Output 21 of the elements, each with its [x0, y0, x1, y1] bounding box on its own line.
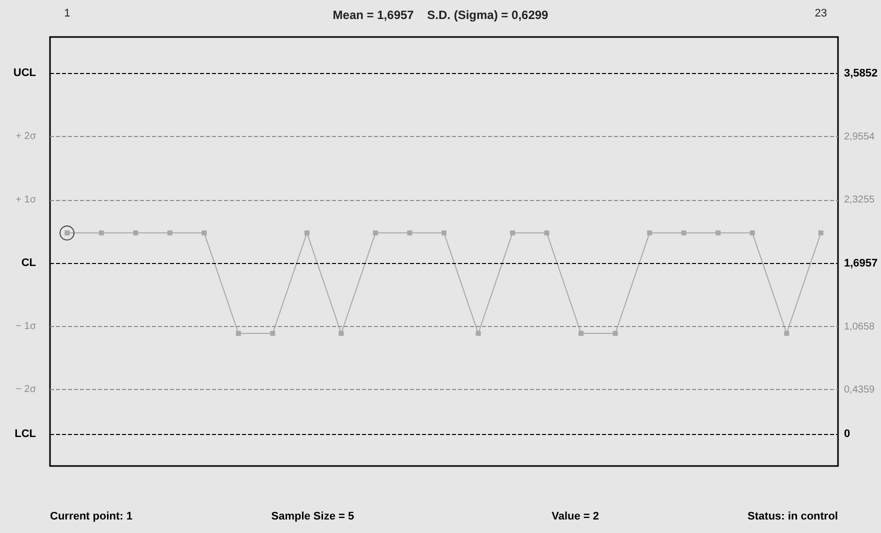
text: Current point: 1 — [50, 510, 132, 522]
y-tick-label: 0,4359 — [844, 384, 876, 396]
ref-line-label: − 1σ — [16, 320, 37, 332]
chart-title: Mean = 1,6957 S.D. (Sigma) = 0,6299 — [332, 8, 549, 22]
y-tick-label: 0 — [844, 428, 850, 440]
y-tick-label: 1,6957 — [844, 257, 878, 270]
ref-line-label: LCL — [14, 428, 36, 440]
ref-line-label: + 2σ — [16, 130, 37, 142]
ref-line-label: − 2σ — [16, 384, 37, 396]
ref-line-label: UCL — [13, 67, 36, 80]
x-tick-label: 23 — [814, 8, 827, 20]
text: Sample Size = 5 — [271, 510, 354, 522]
ref-line-label: CL — [21, 257, 36, 270]
ref-line-label: + 1σ — [16, 194, 37, 206]
y-tick-label: 1,0658 — [844, 321, 876, 332]
text: Value = 2 — [552, 510, 600, 522]
x-tick-label: 1 — [64, 8, 70, 20]
y-tick-label: 2,3255 — [844, 194, 876, 206]
y-tick-label: 3,5852 — [844, 68, 878, 80]
y-tick-label: 2,9554 — [844, 131, 876, 142]
text: Status: in control — [748, 510, 838, 522]
